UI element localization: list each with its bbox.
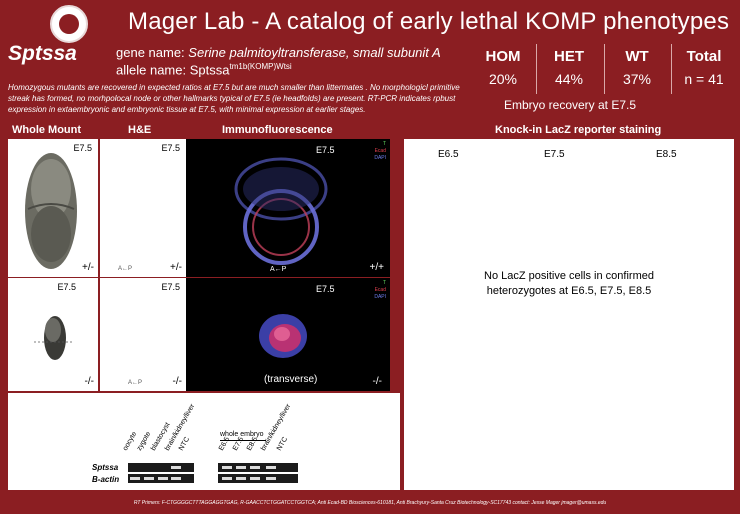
genotype-label: +/- <box>170 262 182 273</box>
he-panel-hom: E7.5 A←P -/- <box>100 278 186 391</box>
gel-band <box>171 477 181 480</box>
whole-mount-embryo-image <box>25 153 77 269</box>
gel-band <box>250 466 260 469</box>
recovery-caption: Embryo recovery at E7.5 <box>503 98 637 112</box>
gene-symbol: Sptssa <box>8 42 77 65</box>
if-panel-hom: E7.5 T Ecad DAPI (transverse) -/- <box>186 278 390 391</box>
rt-pcr-gel-panel: oocyte zygote blastocyst brain/kidney/li… <box>8 393 400 490</box>
axis-label: A←P <box>128 380 143 386</box>
stat-het: HET 44% <box>536 42 602 87</box>
gel-lane-label: E8.5 <box>245 436 260 452</box>
gel-band <box>250 477 260 480</box>
allele-superscript: tm1b(KOMP)Wtsi <box>229 62 292 71</box>
gel-band <box>222 466 232 469</box>
gel-band <box>144 477 154 480</box>
lacz-stage-e85: E8.5 <box>656 149 677 160</box>
axis-label: A←P <box>118 266 133 272</box>
genotype-label: -/- <box>84 376 94 387</box>
stat-wt-label: WT <box>625 48 649 65</box>
university-seal-logo <box>50 5 88 43</box>
if-marker-legend: T Ecad DAPI <box>374 280 386 301</box>
gel-strip-sptssa-left <box>128 463 194 472</box>
allele-base: Sptssa <box>189 62 230 78</box>
genotype-label: -/- <box>172 376 182 387</box>
stat-hom-label: HOM <box>485 48 521 65</box>
gel-band <box>236 477 246 480</box>
stat-hom-value: 20% <box>488 71 518 87</box>
marker-t: T <box>382 141 386 147</box>
stat-het-value: 44% <box>554 71 584 87</box>
if-embryo-image <box>259 314 307 358</box>
whole-embryo-label: whole embryo <box>220 431 264 438</box>
lacz-result-message: No LacZ positive cells in confirmed hete… <box>404 269 734 299</box>
divider <box>536 44 537 94</box>
stat-total: Total n = 41 <box>671 42 737 87</box>
gel-band <box>171 466 181 469</box>
marker-ecad: Ecad <box>374 148 386 154</box>
stage-label: E7.5 <box>73 143 92 153</box>
gel-row-label-bactin: B-actin <box>92 475 120 484</box>
stat-hom: HOM 20% <box>470 42 536 87</box>
recovery-stats: HOM 20% HET 44% WT 37% Total n = 41 <box>470 42 740 102</box>
gel-lane-label: brain/kidney/liver <box>259 403 293 452</box>
if-marker-legend: T Ecad DAPI <box>374 141 386 162</box>
marker-ecad: Ecad <box>374 287 386 293</box>
gel-band <box>158 477 168 480</box>
gel-band <box>236 466 246 469</box>
gel-row-label-sptssa: Sptssa <box>92 463 119 472</box>
lacz-stage-e75: E7.5 <box>544 149 565 160</box>
column-header-if: Immunofluorescence <box>222 124 333 136</box>
stat-wt-value: 37% <box>622 71 652 87</box>
stage-label: E7.5 <box>161 282 180 292</box>
genotype-label: +/- <box>82 262 94 273</box>
if-embryo-image <box>234 157 328 265</box>
if-panel-wt: E7.5 T Ecad DAPI A←P +/+ <box>186 139 390 277</box>
genotype-label: -/- <box>372 376 382 387</box>
divider <box>671 44 672 94</box>
stat-wt: WT 37% <box>604 42 670 87</box>
gene-name: gene name: Serine palmitoyltransferase, … <box>116 45 441 60</box>
column-header-whole-mount: Whole Mount <box>12 124 82 136</box>
section-orientation-label: (transverse) <box>264 374 318 385</box>
marker-t: T <box>382 280 386 286</box>
marker-dapi: DAPI <box>374 155 386 161</box>
gel-band <box>222 477 232 480</box>
axis-label: A←P <box>270 266 287 273</box>
lacz-stage-e65: E6.5 <box>438 149 459 160</box>
page-title: Mager Lab - A catalog of early lethal KO… <box>128 8 730 35</box>
stat-het-label: HET <box>554 48 584 65</box>
gel-band <box>266 477 276 480</box>
column-header-lacz: Knock-in LacZ reporter staining <box>495 124 662 136</box>
gel-lane-label: NTC <box>177 436 192 452</box>
phenotype-description: Homozygous mutants are recovered in expe… <box>8 83 460 114</box>
stat-total-label: Total <box>686 48 722 65</box>
gel-band <box>130 477 140 480</box>
stage-label: E7.5 <box>57 282 76 292</box>
genotype-label: +/+ <box>369 262 384 273</box>
column-header-he: H&E <box>128 124 152 136</box>
whole-mount-panel-hom: E7.5 -/- <box>8 278 98 391</box>
whole-mount-embryo-image <box>34 316 74 360</box>
stat-total-value: n = 41 <box>684 71 724 87</box>
allele-name: allele name: Sptssatm1b(KOMP)Wtsi <box>116 62 292 77</box>
gene-name-label: gene name: <box>116 45 185 60</box>
lacz-message-line1: No LacZ positive cells in confirmed <box>484 270 654 282</box>
footer-citation: RT Primers: F-CTGGGGCTTTAGGAGGTGAG, R-GA… <box>133 500 607 506</box>
stage-label: E7.5 <box>161 143 180 153</box>
gene-name-value: Serine palmitoyltransferase, small subun… <box>188 45 441 60</box>
marker-dapi: DAPI <box>374 294 386 300</box>
allele-label: allele name: <box>116 62 187 78</box>
gel-lane-label: E7.5 <box>231 436 246 452</box>
stage-label: E7.5 <box>316 284 335 294</box>
gel-band <box>266 466 276 469</box>
lacz-panel: E6.5 E7.5 E8.5 No LacZ positive cells in… <box>404 139 734 490</box>
whole-embryo-bracket <box>220 440 266 441</box>
lacz-message-line2: heterozygotes at E6.5, E7.5, E8.5 <box>486 285 652 297</box>
divider <box>604 44 605 94</box>
stage-label: E7.5 <box>316 145 335 155</box>
gel-lane-label: E6.5 <box>217 436 232 452</box>
whole-mount-panel-het: E7.5 +/- <box>8 139 98 277</box>
he-panel-het: E7.5 A←P +/- <box>100 139 186 277</box>
gel-lane-label: NTC <box>275 436 290 452</box>
